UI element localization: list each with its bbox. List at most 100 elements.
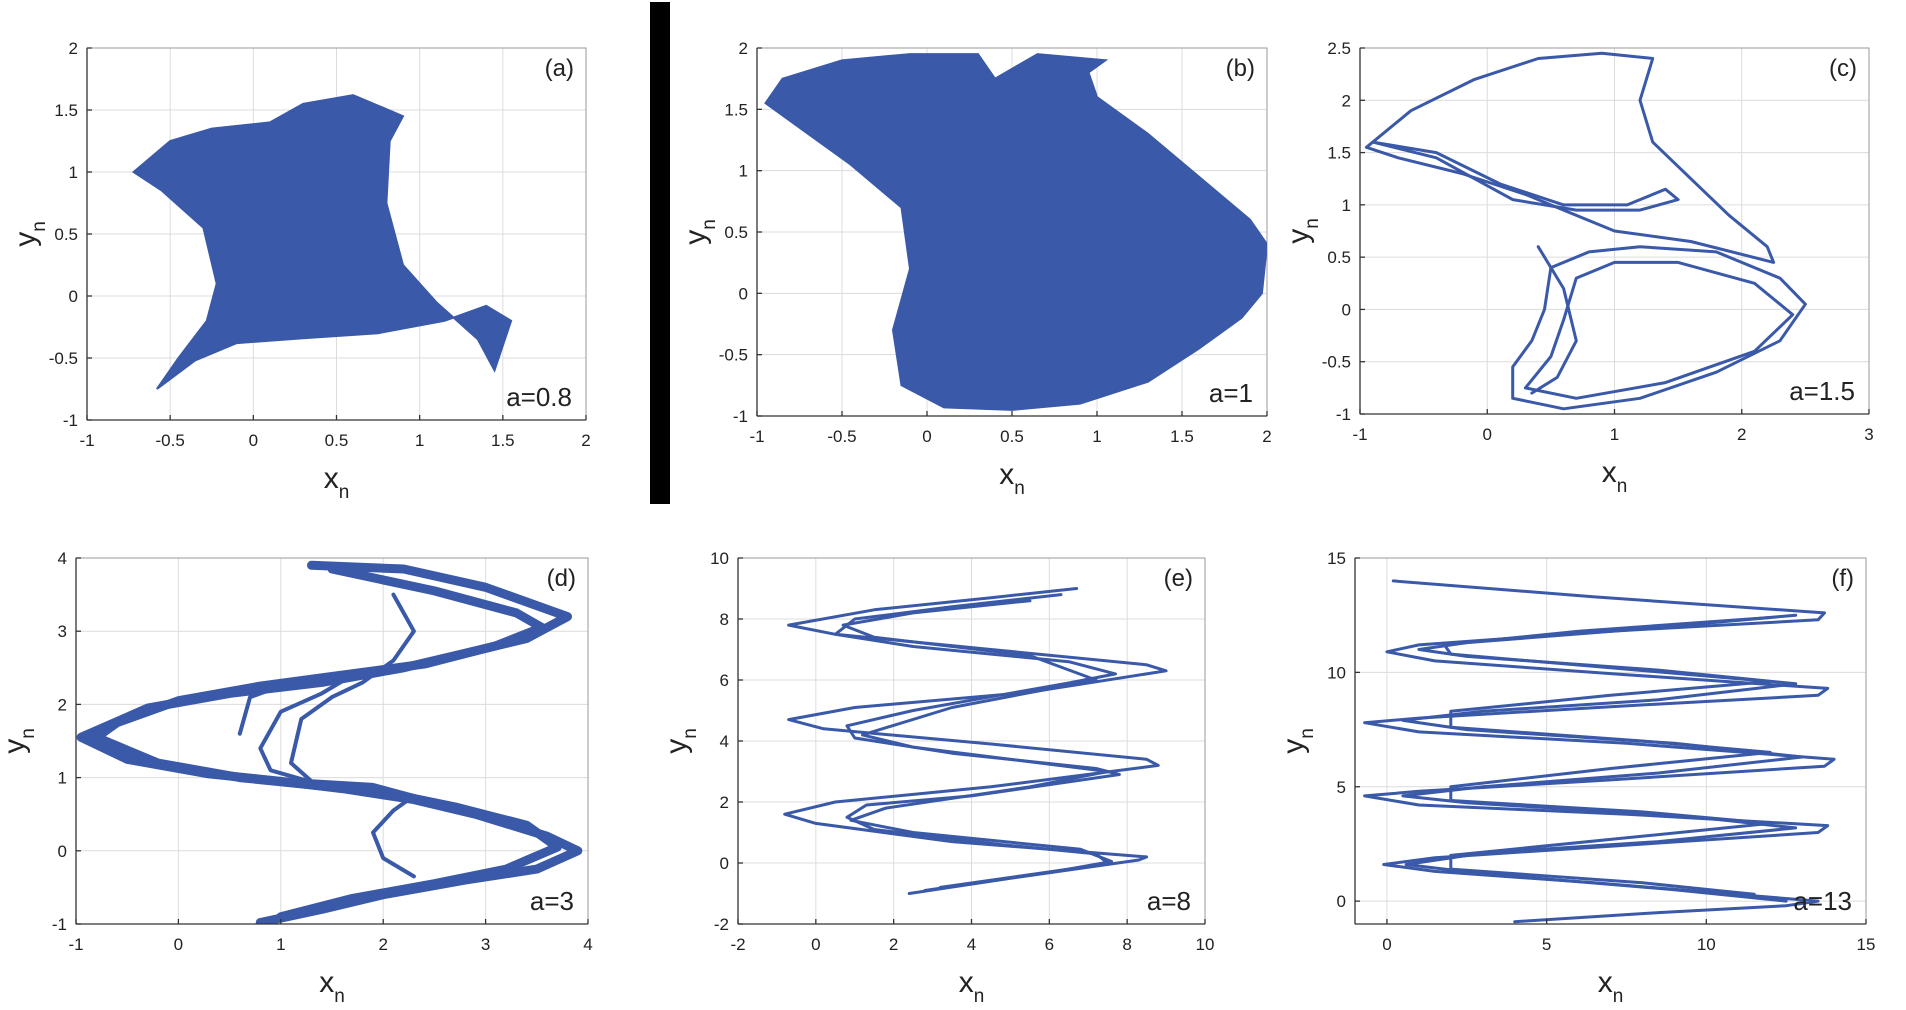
- y-axis-label-sub: n: [29, 221, 50, 232]
- panel-label: (c): [1829, 55, 1857, 82]
- x-tick-label: 2: [378, 935, 387, 954]
- x-tick-label: 4: [583, 935, 592, 954]
- y-axis-label-main: y: [1282, 229, 1315, 244]
- y-tick-label: 1: [1342, 196, 1351, 215]
- attractor-trajectory: [1371, 140, 1680, 212]
- x-tick-label: 0: [1483, 425, 1492, 444]
- x-axis-label: xn: [319, 966, 345, 1007]
- attractor-trajectory: [1523, 260, 1795, 400]
- panel-label: (a): [545, 55, 574, 82]
- attractor-trajectory: [1363, 579, 1836, 924]
- series-group: [1364, 51, 1807, 411]
- x-tick-label: 2: [1262, 427, 1271, 446]
- y-tick-label: 2: [58, 695, 67, 714]
- panel-label: (f): [1831, 565, 1854, 592]
- panel-label: (b): [1226, 55, 1255, 82]
- x-tick-label: -0.5: [827, 427, 856, 446]
- y-tick-label: 1: [739, 162, 748, 181]
- attractor-region: [764, 53, 1267, 411]
- series-group: [783, 587, 1168, 895]
- y-tick-label: 0: [58, 842, 67, 861]
- y-tick-label: -0.5: [1322, 353, 1351, 372]
- y-tick-label: 0: [720, 854, 729, 873]
- y-tick-label: -1: [52, 915, 67, 934]
- y-tick-label: 2.5: [1327, 39, 1351, 58]
- x-tick-label: 3: [481, 935, 490, 954]
- x-tick-label: -0.5: [156, 431, 185, 450]
- x-axis-label-main: x: [1602, 456, 1617, 489]
- y-tick-label: 2: [69, 39, 78, 58]
- y-tick-label: 1: [69, 163, 78, 182]
- y-tick-label: 4: [720, 732, 729, 751]
- x-axis-label-main: x: [999, 458, 1014, 491]
- parameter-annotation: a=0.8: [506, 382, 572, 412]
- x-tick-label: -2: [730, 935, 745, 954]
- x-tick-label: 1: [1092, 427, 1101, 446]
- y-axis-label: yn: [0, 728, 39, 754]
- y-tick-label: 4: [58, 549, 67, 568]
- x-tick-label: 1.5: [491, 431, 515, 450]
- x-tick-label: 0.5: [325, 431, 349, 450]
- y-tick-label: 5: [1337, 778, 1346, 797]
- attractor-trajectory: [1530, 245, 1578, 395]
- x-axis-label-sub: n: [339, 482, 350, 503]
- y-tick-label: -2: [714, 915, 729, 934]
- parameter-annotation: a=3: [530, 886, 574, 916]
- y-axis-label-main: y: [660, 739, 693, 754]
- x-tick-label: 1.5: [1170, 427, 1194, 446]
- y-axis-label-sub: n: [680, 728, 701, 739]
- attractor-trajectory: [841, 599, 1114, 889]
- x-axis-label: xn: [999, 458, 1025, 499]
- y-tick-label: -1: [1336, 405, 1351, 424]
- x-axis-label-sub: n: [334, 986, 345, 1007]
- y-axis-label: yn: [1282, 218, 1323, 244]
- y-axis-label-main: y: [1277, 739, 1310, 754]
- attractor-trajectory: [1364, 51, 1776, 264]
- y-tick-label: 1: [58, 769, 67, 788]
- x-axis-label-main: x: [1598, 966, 1613, 999]
- x-axis-label-main: x: [319, 966, 334, 999]
- y-axis-label-sub: n: [18, 728, 39, 739]
- parameter-annotation: a=8: [1147, 886, 1191, 916]
- attractor-trajectory: [92, 564, 562, 922]
- x-tick-label: 10: [1196, 935, 1215, 954]
- x-tick-label: 6: [1045, 935, 1054, 954]
- series-group: [131, 94, 513, 390]
- y-tick-label: 10: [1327, 663, 1346, 682]
- y-tick-label: 10: [710, 549, 729, 568]
- x-axis-label-sub: n: [1014, 478, 1025, 499]
- panel-a: -1 -0.5 0 0.5 1 1.5 2-1-0.500.511.52xnyn(a)a=0…: [9, 39, 591, 503]
- x-tick-label: 0: [249, 431, 258, 450]
- parameter-annotation: a=1.5: [1789, 376, 1855, 406]
- x-axis-label-main: x: [324, 462, 339, 495]
- attractor-trajectory: [1442, 616, 1772, 896]
- x-tick-label: 0: [1382, 935, 1391, 954]
- y-tick-label: -1: [63, 411, 78, 430]
- parameter-annotation: a=13: [1793, 886, 1852, 916]
- y-tick-label: 1.5: [724, 100, 748, 119]
- attractor-trajectory: [237, 673, 355, 787]
- panel-label: (d): [547, 565, 576, 592]
- y-axis-label-main: y: [9, 232, 42, 247]
- x-axis-label-main: x: [959, 966, 974, 999]
- x-tick-label: 8: [1122, 935, 1131, 954]
- x-tick-label: 2: [581, 431, 590, 450]
- x-axis-label-sub: n: [1617, 476, 1628, 497]
- x-axis-label: xn: [1602, 456, 1628, 497]
- x-tick-label: 10: [1697, 935, 1716, 954]
- parameter-annotation: a=1: [1209, 378, 1253, 408]
- x-tick-label: 5: [1542, 935, 1551, 954]
- y-axis-label-main: y: [679, 230, 712, 245]
- x-tick-label: 4: [967, 935, 976, 954]
- x-axis-label: xn: [959, 966, 985, 1007]
- y-axis-label: yn: [9, 221, 50, 247]
- y-tick-label: 0.5: [1327, 248, 1351, 267]
- series-group: [764, 53, 1267, 411]
- x-tick-label: -1: [749, 427, 764, 446]
- x-tick-label: 0: [174, 935, 183, 954]
